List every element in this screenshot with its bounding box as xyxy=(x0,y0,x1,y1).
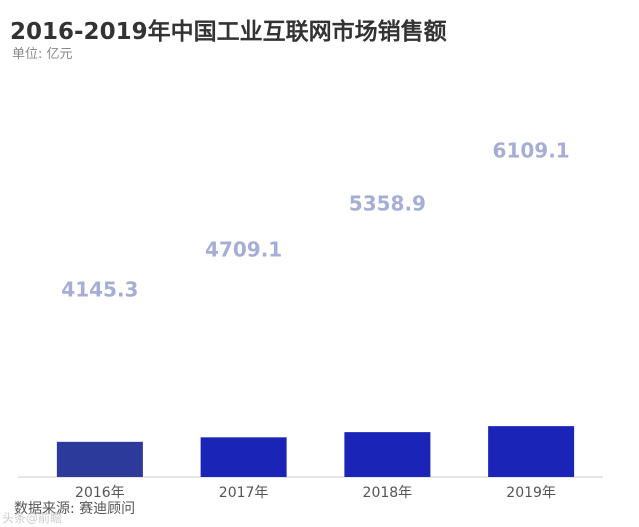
data-source-note: 数据来源: 赛迪顾问 xyxy=(14,501,136,517)
bar-2016年 xyxy=(56,441,143,477)
bar-2019年 xyxy=(488,426,575,477)
chart-title: 2016-2019年中国工业互联网市场销售额 xyxy=(10,19,447,45)
data-label-2019年: 6109.1 xyxy=(493,138,570,162)
bar-2017年 xyxy=(200,437,287,477)
bar-2018年 xyxy=(344,432,431,477)
watermark: 头条@前瞻 xyxy=(2,511,63,525)
x-tick-label-2019年: 2019年 xyxy=(506,485,556,501)
data-label-2017年: 4709.1 xyxy=(205,238,282,262)
x-tick-label-2018年: 2018年 xyxy=(363,485,413,501)
x-tick-label-2017年: 2017年 xyxy=(219,485,269,501)
x-tick-label-2016年: 2016年 xyxy=(75,485,125,501)
data-label-2016年: 4145.3 xyxy=(61,278,138,302)
chart-unit-label: 单位: 亿元 xyxy=(12,47,73,62)
data-label-2018年: 5358.9 xyxy=(349,192,426,216)
